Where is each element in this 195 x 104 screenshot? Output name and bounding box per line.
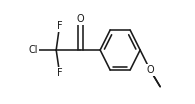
Text: O: O	[146, 65, 154, 75]
Text: O: O	[146, 65, 154, 75]
Text: F: F	[57, 21, 62, 31]
Text: Cl: Cl	[29, 45, 38, 55]
Text: O: O	[76, 14, 84, 24]
Text: F: F	[57, 68, 62, 78]
